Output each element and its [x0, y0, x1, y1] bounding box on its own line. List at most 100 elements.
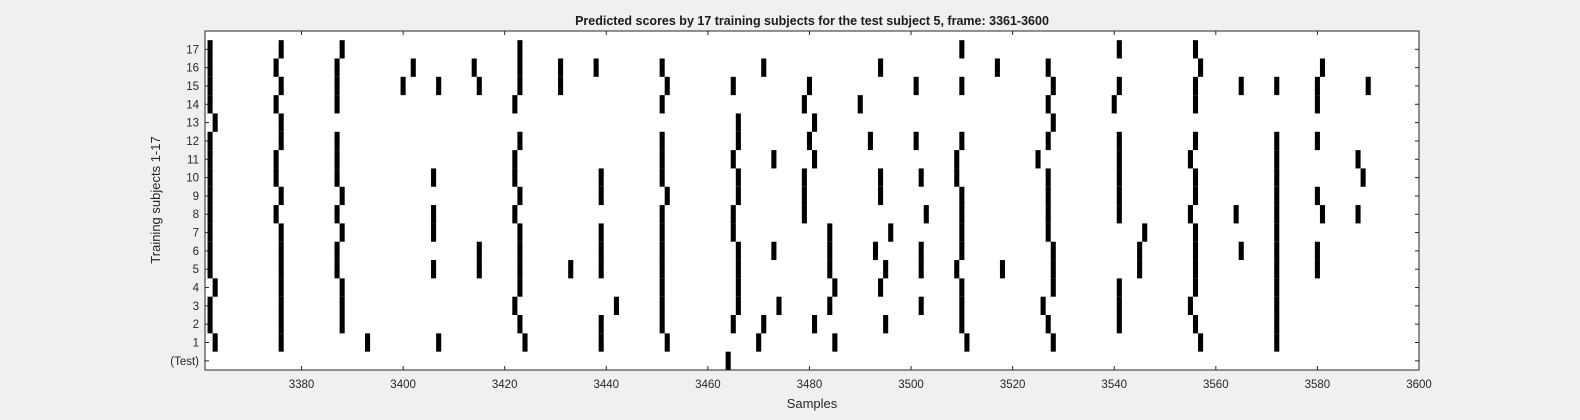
- score-mark-row-15-10: [806, 76, 812, 96]
- score-mark-row-14-5: [801, 95, 807, 114]
- score-mark-row-8-7: [801, 205, 807, 224]
- score-mark-row-1-3: [436, 333, 442, 352]
- score-mark-row-11-10: [1116, 150, 1122, 169]
- score-mark-row-12-8: [913, 131, 919, 151]
- y-tick-label: 15: [186, 81, 199, 93]
- score-mark-row-15-8: [664, 76, 670, 96]
- score-mark-row-6-14: [1137, 241, 1143, 261]
- score-mark-row-7-2: [339, 223, 345, 242]
- score-mark-row-10-13: [1116, 168, 1122, 187]
- score-mark-row-15-19: [1365, 76, 1371, 96]
- score-mark-row-16-5: [517, 58, 523, 77]
- score-mark-row-7-10: [959, 223, 965, 242]
- score-mark-row-8-13: [1233, 205, 1239, 224]
- score-mark-row-5-6: [568, 260, 574, 279]
- score-mark-row-10-4: [512, 168, 518, 187]
- score-mark-row-5-0: [207, 260, 213, 279]
- score-mark-row-11-2: [334, 150, 340, 169]
- score-mark-row-16-14: [1319, 58, 1326, 77]
- y-tick-label: 7: [193, 228, 199, 240]
- y-tick-label: 8: [193, 209, 199, 221]
- score-mark-row-7-13: [1192, 223, 1199, 242]
- score-mark-row-10-6: [659, 168, 665, 187]
- score-mark-row-5-17: [1192, 260, 1199, 279]
- score-mark-row-14-4: [659, 95, 665, 114]
- score-mark-row-7-7: [730, 223, 736, 242]
- score-mark-row-7-0: [207, 223, 213, 242]
- score-mark-row-10-10: [918, 168, 924, 187]
- score-mark-row-1-11: [1198, 333, 1204, 352]
- x-axis-label: Samples: [787, 396, 838, 411]
- score-mark-row-1-7: [756, 333, 762, 352]
- score-mark-row-15-9: [730, 76, 736, 96]
- score-mark-row-9-0: [207, 186, 213, 206]
- x-tick-label: 3460: [695, 379, 721, 391]
- score-mark-row-14-10: [1314, 95, 1320, 114]
- score-mark-row-8-12: [1187, 205, 1193, 224]
- score-mark-row-2-10: [959, 315, 965, 334]
- score-mark-row-13-4: [1050, 113, 1056, 132]
- chart-marks: [207, 40, 1371, 370]
- score-mark-row-1-4: [522, 333, 528, 352]
- score-mark-row-10-1: [273, 168, 279, 187]
- score-mark-row-16-3: [410, 58, 416, 77]
- score-mark-row-2-3: [517, 315, 523, 334]
- score-mark-row-5-4: [476, 260, 482, 279]
- x-tick-label: 3400: [390, 379, 416, 391]
- score-mark-row-6-13: [1050, 241, 1056, 261]
- x-tick-label: 3480: [797, 379, 823, 391]
- y-tick-label: (Test): [170, 356, 199, 368]
- score-mark-row-16-0: [207, 58, 213, 77]
- score-mark-row-9-10: [1045, 186, 1051, 206]
- x-axis: 3380 3400 3420 3440 3460 3480 3500 3520 3540 3560…: [289, 31, 1432, 391]
- score-mark-row-15-11: [913, 76, 919, 96]
- score-mark-row-9-12: [1192, 186, 1199, 206]
- score-mark-row-2-14: [1274, 315, 1280, 334]
- score-mark-row-3-8: [827, 296, 833, 316]
- x-tick-label: 3580: [1305, 379, 1331, 391]
- score-mark-row-10-9: [878, 168, 884, 187]
- score-mark-row-4-6: [832, 278, 838, 297]
- score-mark-row-12-4: [659, 131, 665, 151]
- score-mark-row-8-8: [923, 205, 929, 224]
- score-mark-row-8-6: [730, 205, 736, 224]
- score-mark-row-9-6: [735, 186, 741, 206]
- score-mark-row-10-11: [954, 168, 960, 187]
- score-mark-row-2-9: [883, 315, 889, 334]
- score-mark-row-9-13: [1274, 186, 1280, 206]
- score-mark-row-7-8: [827, 223, 833, 242]
- score-mark-row-12-13: [1274, 131, 1280, 151]
- score-mark-row-4-3: [517, 278, 523, 297]
- score-mark-row-10-12: [1045, 168, 1051, 187]
- score-mark-row-3-7: [776, 296, 782, 316]
- score-mark-row-8-15: [1319, 205, 1326, 224]
- score-mark-row-15-0: [207, 76, 213, 96]
- score-mark-row-3-2: [339, 296, 345, 316]
- y-tick-label: 13: [186, 118, 199, 130]
- x-tick-label: 3520: [1000, 379, 1026, 391]
- score-mark-row-3-12: [1116, 296, 1122, 316]
- y-tick-label: 3: [193, 301, 199, 313]
- score-mark-row-13-0: [212, 113, 218, 132]
- score-mark-row-2-1: [278, 315, 284, 334]
- x-tick-label: 3440: [593, 379, 619, 391]
- score-mark-row-5-19: [1314, 260, 1320, 279]
- score-mark-row-5-7: [598, 260, 604, 279]
- score-mark-row-8-4: [512, 205, 518, 224]
- score-mark-row-14-6: [857, 95, 863, 114]
- score-mark-row-2-12: [1116, 315, 1122, 334]
- score-mark-row-13-1: [278, 113, 284, 132]
- y-tick-label: 10: [186, 173, 199, 185]
- y-tick-label: 14: [186, 99, 199, 111]
- score-mark-row-10-0: [207, 168, 213, 187]
- score-mark-row-5-1: [278, 260, 284, 279]
- score-mark-row-16-8: [659, 58, 665, 77]
- score-mark-row-12-2: [334, 131, 340, 151]
- score-mark-row-5-9: [735, 260, 741, 279]
- y-tick-label: 11: [187, 154, 199, 166]
- score-mark-row-5-14: [999, 260, 1006, 279]
- score-mark-row-16-11: [994, 58, 1000, 77]
- score-mark-row-15-3: [400, 76, 406, 96]
- score-mark-row-4-4: [659, 278, 665, 297]
- score-mark-row-9-3: [517, 186, 523, 206]
